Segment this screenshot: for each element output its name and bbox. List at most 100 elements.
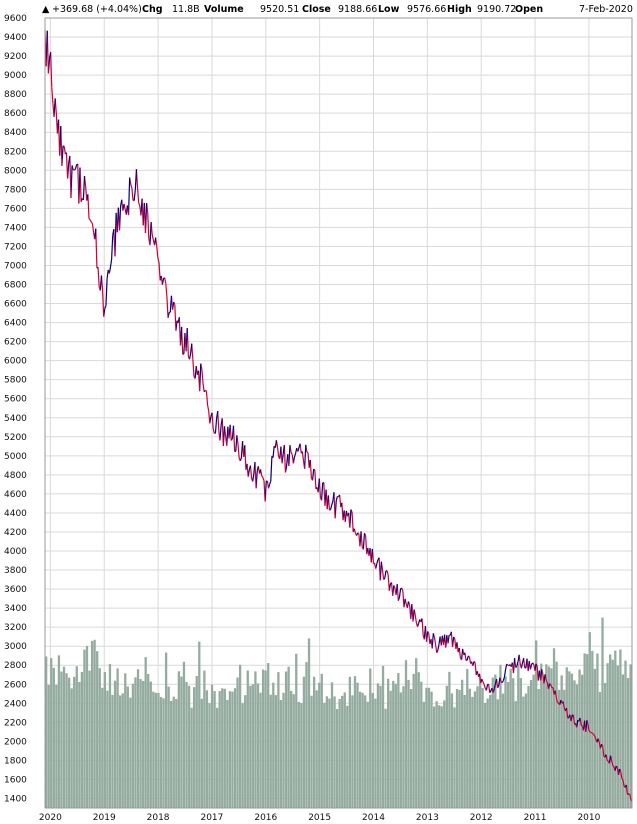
volume-bar <box>512 678 515 808</box>
price-segment <box>231 425 235 439</box>
price-segment <box>217 411 220 431</box>
price-segment <box>332 492 335 502</box>
price-segment <box>113 229 116 257</box>
price-segment <box>169 295 173 313</box>
volume-bar <box>254 671 257 808</box>
volume-bar <box>606 663 609 808</box>
price-segment <box>157 257 160 263</box>
volume-bar <box>236 677 239 808</box>
price-segment <box>278 456 281 460</box>
volume-bar <box>62 666 66 808</box>
volume-bar <box>346 705 349 808</box>
x-axis-ticks: 2010 2011 2012 2013 2014 2015 2016 2017 2018 2019… <box>39 813 601 823</box>
price-segment <box>358 533 361 547</box>
volume-bar <box>50 658 53 808</box>
volume-bar <box>351 695 354 808</box>
volume-bar <box>501 693 505 808</box>
y-tick-label: 5000 <box>4 452 27 462</box>
y-tick-label: 7600 <box>4 204 27 214</box>
price-segment <box>165 283 168 298</box>
volume-bar <box>180 676 183 808</box>
volume-bar <box>139 679 142 808</box>
price-segment <box>225 436 228 446</box>
price-segment <box>398 588 402 598</box>
price-segment <box>611 760 614 766</box>
price-segment <box>482 681 485 685</box>
volume-bar <box>213 691 216 808</box>
volume-bar <box>483 702 487 808</box>
price-segment <box>301 451 305 462</box>
volume-bar <box>461 679 464 808</box>
volume-bar <box>325 696 329 808</box>
volume-bar <box>514 701 517 808</box>
volume-bar <box>175 699 178 808</box>
price-segment <box>174 304 177 331</box>
volume-bar <box>458 689 461 808</box>
volume-bar <box>264 670 267 808</box>
volume-bar <box>440 706 443 808</box>
price-segment <box>310 477 314 481</box>
price-segment <box>101 290 105 317</box>
volume-bar <box>609 654 612 808</box>
y-tick-label: 8600 <box>4 109 27 119</box>
price-segment <box>269 481 272 485</box>
price-segment <box>422 635 425 640</box>
y-tick-label: 6400 <box>4 319 27 329</box>
y-tick-label: 3400 <box>4 604 27 614</box>
price-segment <box>317 478 320 493</box>
price-segment <box>212 428 215 434</box>
volume-bar <box>529 680 533 808</box>
price-segment <box>220 418 223 426</box>
price-segment <box>192 359 195 377</box>
volume-bar <box>619 649 622 808</box>
volume-bar <box>287 666 290 808</box>
price-segment <box>263 480 266 502</box>
x-tick-label: 2011 <box>524 813 547 823</box>
volume-bar <box>598 692 602 808</box>
price-segment <box>333 492 336 519</box>
volume-bar <box>305 662 308 808</box>
volume-bar <box>427 687 431 808</box>
price-segment <box>588 730 591 733</box>
price-segment <box>221 418 224 446</box>
volume-bar <box>75 666 78 808</box>
price-segment <box>330 504 333 510</box>
price-segment <box>521 658 525 663</box>
volume-bar <box>307 638 311 808</box>
price-segment <box>607 760 610 764</box>
volume-bar <box>147 673 150 808</box>
volume-bar <box>200 698 203 808</box>
low-label: Low <box>378 4 400 15</box>
volume-bar <box>588 632 591 808</box>
price-segment <box>335 496 338 502</box>
price-segment <box>531 662 534 665</box>
price-segment <box>337 494 341 498</box>
volume-bar <box>330 682 334 808</box>
price-segment <box>591 732 593 734</box>
price-segment <box>77 163 80 204</box>
price-segment <box>151 234 154 241</box>
volume-bar <box>93 639 96 808</box>
volume-bar <box>182 661 186 808</box>
price-segment <box>205 390 209 405</box>
price-segment <box>285 454 289 467</box>
price-segment <box>381 569 385 580</box>
price-segment <box>210 412 213 417</box>
volume-bar <box>366 701 369 808</box>
price-segment <box>88 218 91 221</box>
high-label: High <box>447 4 472 15</box>
price-segment <box>63 146 66 155</box>
price-segment <box>197 370 201 392</box>
volume-bar <box>292 694 295 808</box>
volume-bar <box>629 664 632 808</box>
price-segment <box>166 296 169 318</box>
volume-bar <box>335 709 339 808</box>
price-segment <box>69 155 72 198</box>
y-tick-label: 7800 <box>4 185 27 195</box>
volume-bar <box>486 698 489 808</box>
price-segment <box>208 410 211 424</box>
y-tick-label: 7200 <box>4 242 27 252</box>
y-tick-label: 4000 <box>4 547 27 557</box>
price-segment <box>565 707 569 719</box>
